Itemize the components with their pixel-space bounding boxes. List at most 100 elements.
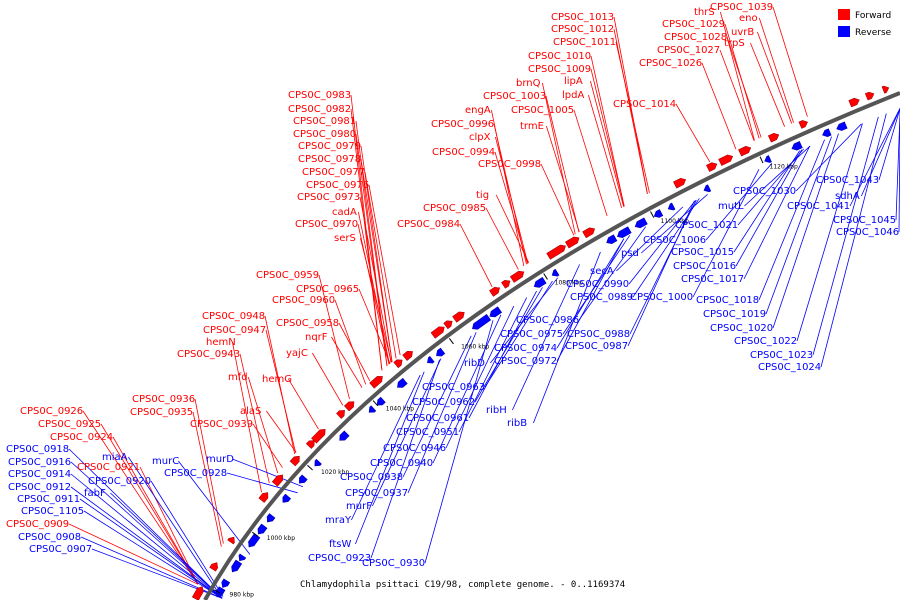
reverse-leader-36 — [632, 198, 700, 298]
reverse-leader-6 — [110, 492, 223, 599]
forward-leader-7 — [266, 410, 297, 453]
gene-reverse-43 — [617, 226, 632, 238]
forward-label-5: CPS0C_0936 — [132, 394, 195, 405]
forward-leader-20 — [334, 299, 367, 385]
reverse-label-30: CPS0C_0972 — [494, 356, 557, 367]
gene-reverse-22 — [376, 396, 386, 406]
reverse-leader-34 — [627, 200, 695, 347]
tick-label-5: 1080 kbp — [555, 280, 583, 287]
forward-label-18: CPS0C_0959 — [256, 270, 319, 281]
reverse-leader-12 — [226, 472, 298, 494]
reverse-label-27: ribH — [486, 405, 507, 416]
reverse-label-29: ribD — [464, 358, 485, 369]
gene-forward-40 — [564, 236, 580, 249]
forward-leader-18 — [318, 274, 350, 400]
forward-label-48: lipA — [564, 76, 583, 87]
legend-reverse-swatch — [838, 26, 850, 37]
forward-label-24: CPS0C_0980 — [293, 129, 356, 140]
reverse-label-43: CPS0C_1016 — [673, 261, 736, 272]
forward-leader-59 — [758, 17, 794, 123]
reverse-label-1: miaA — [102, 452, 128, 463]
reverse-label-7: CPS0C_0911 — [17, 494, 80, 505]
gene-forward-25 — [393, 359, 403, 369]
leader-lines — [68, 6, 900, 599]
forward-label-25: CPS0C_0979 — [298, 141, 361, 152]
reverse-label-25: CPS0C_0962 — [412, 397, 475, 408]
forward-leader-52 — [675, 103, 711, 163]
forward-label-41: CPS0C_1013 — [551, 12, 614, 23]
reverse-label-32: CPS0C_0975 — [500, 329, 563, 340]
gene-forward-17 — [311, 429, 326, 444]
reverse-label-26: CPS0C_0963 — [422, 382, 485, 393]
reverse-label-50: CPS0C_1022 — [734, 336, 797, 347]
reverse-label-35: CPS0C_0988 — [567, 329, 630, 340]
gene-forward-49 — [706, 162, 718, 172]
reverse-label-3: CPS0C_0914 — [8, 469, 71, 480]
forward-label-11: CPS0C_0948 — [202, 311, 265, 322]
gene-reverse-46 — [667, 202, 676, 211]
tick-label-3: 1040 kbp — [386, 405, 414, 412]
gene-forward-60 — [881, 85, 890, 94]
reverse-leader-20 — [402, 335, 472, 478]
forward-label-36: CPS0C_0996 — [431, 119, 494, 130]
reverse-label-12: CPS0C_0928 — [164, 468, 227, 479]
reverse-leader-17 — [351, 374, 421, 521]
forward-leader-15 — [312, 352, 344, 406]
forward-leader-49 — [588, 94, 623, 208]
reverse-leader-7 — [79, 498, 223, 599]
legend-reverse-label: Reverse — [855, 28, 892, 38]
reverse-label-31: CPS0C_0974 — [494, 343, 557, 354]
forward-label-26: CPS0C_0978 — [298, 154, 361, 165]
gene-reverse-24 — [397, 377, 408, 388]
reverse-leader-2 — [70, 461, 223, 599]
reverse-label-23: CPS0C_0951 — [396, 427, 459, 438]
forward-label-3: CPS0C_0921 — [77, 462, 140, 473]
forward-label-50: CPS0C_1005 — [511, 105, 574, 116]
reverse-leader-5 — [70, 486, 223, 599]
gene-forward-36 — [509, 270, 525, 283]
forward-leader-60 — [757, 31, 793, 124]
forward-leader-37 — [495, 136, 529, 264]
reverse-label-42: CPS0C_1015 — [671, 247, 734, 258]
gene-reverse-11 — [282, 493, 292, 503]
reverse-leader-8 — [83, 510, 223, 599]
reverse-leader-54 — [849, 107, 900, 207]
forward-label-49: lpdA — [562, 90, 584, 101]
gene-forward-19 — [336, 410, 345, 419]
reverse-leader-51 — [812, 116, 879, 356]
reverse-leader-55 — [878, 107, 900, 181]
forward-label-39: CPS0C_0998 — [478, 159, 541, 170]
forward-label-56: CPS0C_1027 — [657, 45, 720, 56]
tick-mark-7 — [759, 156, 764, 164]
gene-forward-0 — [191, 586, 204, 600]
forward-leader-9 — [247, 376, 279, 474]
reverse-label-51: CPS0C_1023 — [750, 350, 813, 361]
forward-label-9: mfd — [228, 372, 248, 383]
reverse-label-2: CPS0C_0916 — [8, 457, 71, 468]
reverse-leader-23 — [458, 297, 528, 433]
reverse-leader-49 — [744, 145, 811, 207]
forward-label-60: uvrB — [731, 27, 754, 38]
reverse-leader-0 — [68, 448, 223, 599]
gene-reverse-42 — [606, 234, 618, 245]
forward-leader-57 — [701, 62, 737, 150]
forward-leader-40 — [495, 194, 530, 264]
reverse-label-33: CPS0C_0986 — [516, 315, 579, 326]
gene-forward-31 — [452, 311, 465, 323]
forward-label-61: trpS — [724, 38, 745, 49]
reverse-label-47: CPS0C_1020 — [710, 323, 773, 334]
reverse-label-53: CPS0C_1030 — [733, 186, 796, 197]
reverse-label-36: CPS0C_0989 — [570, 292, 633, 303]
forward-label-47: CPS0C_1003 — [483, 91, 546, 102]
gene-reverse-8 — [257, 523, 268, 535]
forward-leader-6 — [192, 411, 222, 547]
gene-reverse-52 — [764, 155, 772, 163]
forward-label-38: CPS0C_0994 — [432, 147, 495, 158]
gene-forward-47 — [673, 177, 687, 189]
gene-reverse-4 — [231, 559, 243, 573]
gene-forward-34 — [489, 286, 500, 297]
reverse-leader-35 — [629, 199, 697, 335]
forward-leader-48 — [590, 80, 625, 207]
reverse-leader-47 — [772, 133, 839, 329]
forward-leader-2 — [112, 436, 199, 585]
